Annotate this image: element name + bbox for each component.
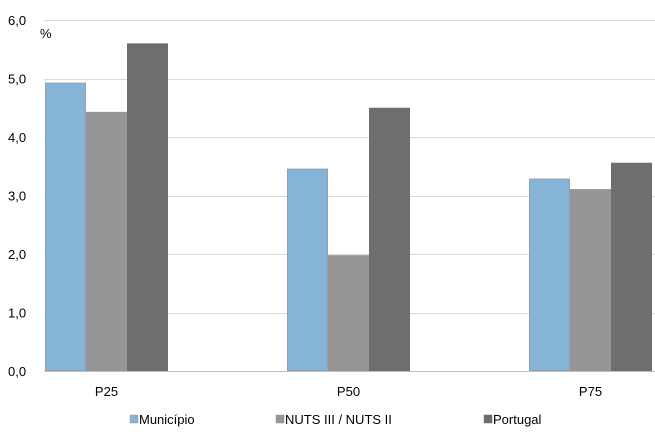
- x-tick-label: P50: [337, 384, 360, 399]
- legend: Município NUTS III / NUTS II Portugal: [129, 412, 542, 427]
- y-tick-label: 1,0: [8, 306, 26, 321]
- y-tick-label: 0,0: [8, 364, 26, 379]
- legend-swatch: [275, 414, 285, 424]
- x-tick-label: P25: [95, 384, 118, 399]
- legend-item: NUTS III / NUTS II: [275, 412, 392, 427]
- bars: [45, 43, 652, 372]
- bar: [45, 82, 86, 371]
- bar: [287, 168, 328, 371]
- legend-item: Portugal: [483, 412, 542, 427]
- y-tick-label: 3,0: [8, 189, 26, 204]
- legend-label: Município: [139, 412, 195, 427]
- y-unit-label: %: [40, 26, 52, 41]
- legend-swatch: [129, 414, 139, 424]
- x-tick-label: P75: [579, 384, 602, 399]
- legend-label: NUTS III / NUTS II: [285, 412, 392, 427]
- labels: 0,0 1,0 2,0 3,0 4,0 5,0 6,0% P25 P50 P75: [8, 13, 602, 399]
- bar: [570, 189, 611, 371]
- legend-label: Portugal: [493, 412, 542, 427]
- bar: [529, 178, 570, 371]
- legend-item: Município: [129, 412, 195, 427]
- y-tick-label: 2,0: [8, 247, 26, 262]
- bar: [86, 111, 127, 371]
- bar: [127, 43, 168, 372]
- bar: [611, 162, 652, 371]
- bar: [328, 255, 369, 371]
- y-tick-label: 4,0: [8, 130, 26, 145]
- y-tick-label: 6,0: [8, 13, 26, 28]
- y-tick-label: 5,0: [8, 72, 26, 87]
- legend-swatch: [483, 414, 493, 424]
- bar: [369, 107, 410, 371]
